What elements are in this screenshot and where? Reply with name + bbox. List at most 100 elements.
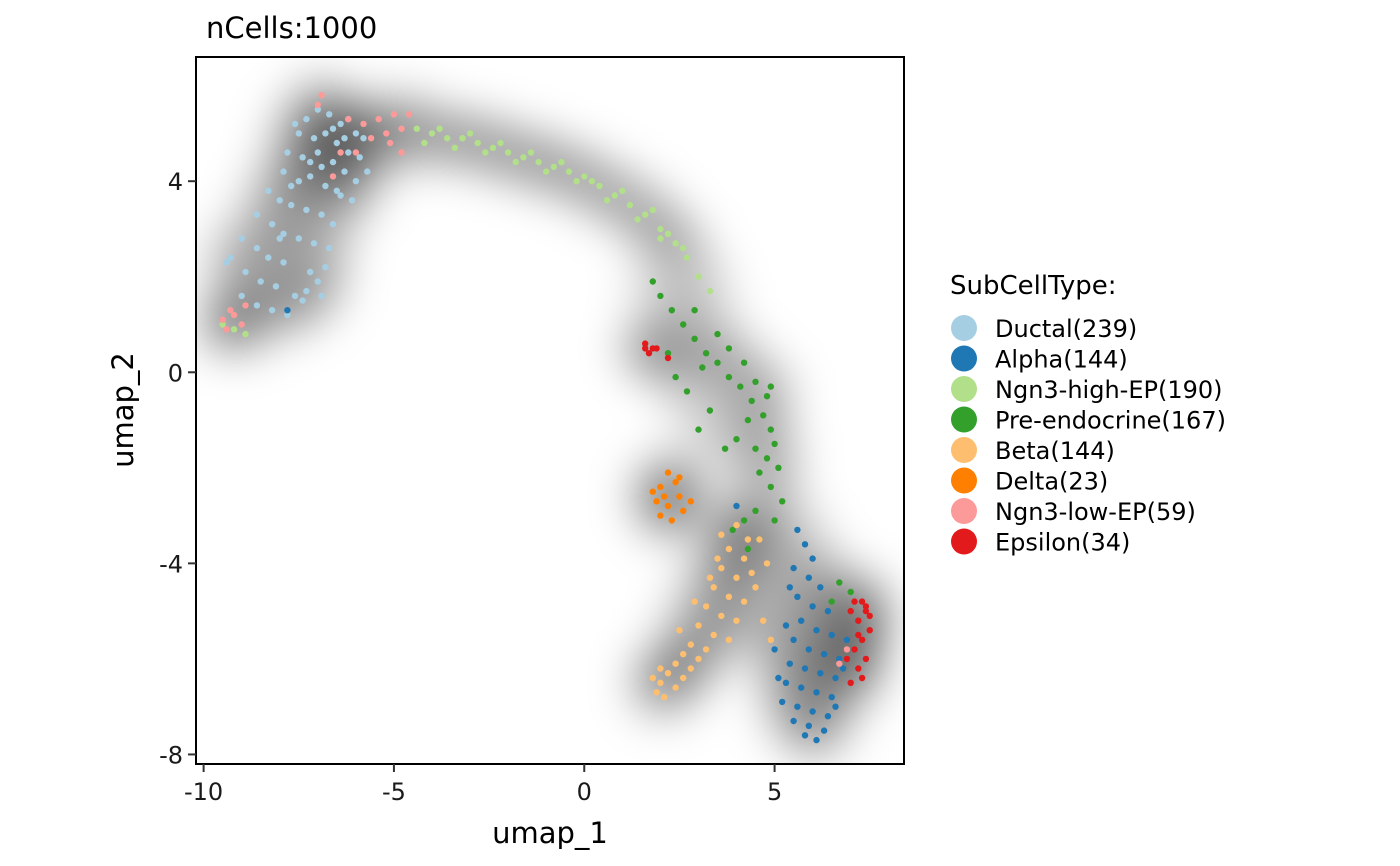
data-point <box>314 101 321 109</box>
x-tick-label: -10 <box>184 778 223 806</box>
legend-swatch <box>951 528 977 555</box>
data-point <box>299 154 306 161</box>
data-point <box>786 660 793 667</box>
data-point <box>345 149 352 156</box>
data-point <box>653 498 660 505</box>
data-point <box>280 259 287 266</box>
data-point <box>740 555 748 562</box>
data-point <box>657 235 664 242</box>
data-point <box>767 383 774 390</box>
data-point <box>733 436 740 443</box>
data-point <box>706 407 714 414</box>
data-point <box>790 564 797 572</box>
data-point <box>832 703 839 710</box>
data-point <box>642 345 649 352</box>
data-point <box>839 665 847 672</box>
data-point <box>386 139 394 147</box>
data-point <box>714 330 721 338</box>
data-point <box>310 240 318 247</box>
data-point <box>691 307 698 314</box>
data-point <box>756 469 763 476</box>
data-point <box>348 197 356 204</box>
data-point <box>798 684 805 691</box>
data-point <box>702 603 710 610</box>
data-point <box>322 264 329 271</box>
series-group <box>642 340 873 686</box>
data-point <box>855 631 862 639</box>
data-point <box>744 536 752 543</box>
data-point <box>828 693 835 701</box>
data-point <box>337 192 344 199</box>
data-point <box>367 135 375 142</box>
data-point <box>360 120 367 128</box>
data-point <box>657 665 664 672</box>
data-point <box>847 679 854 686</box>
data-point <box>794 703 801 710</box>
data-point <box>227 307 234 314</box>
data-point <box>790 636 797 643</box>
data-point <box>649 674 656 682</box>
data-point <box>295 130 302 137</box>
data-point <box>798 617 805 624</box>
data-point <box>737 383 744 390</box>
data-point <box>866 612 873 620</box>
series-group <box>284 307 851 744</box>
data-point <box>219 316 226 323</box>
data-point <box>817 670 824 677</box>
data-point <box>649 278 656 285</box>
data-point <box>329 221 337 228</box>
data-point <box>668 307 675 314</box>
data-point <box>466 130 474 137</box>
data-point <box>702 646 710 653</box>
data-point <box>337 149 344 156</box>
data-point <box>725 345 733 352</box>
data-point <box>820 650 828 658</box>
data-point <box>364 168 371 175</box>
data-point <box>280 230 287 237</box>
data-point <box>824 607 832 615</box>
data-point <box>680 507 687 514</box>
data-point <box>565 168 573 175</box>
data-point <box>695 273 702 280</box>
data-point <box>843 636 851 643</box>
data-point <box>832 674 839 682</box>
data-point <box>760 412 767 419</box>
data-point <box>676 493 683 500</box>
data-point <box>295 235 302 242</box>
y-tick-label: 0 <box>168 359 183 387</box>
data-point <box>824 713 832 720</box>
data-point <box>733 502 740 510</box>
data-point <box>794 526 801 534</box>
data-point <box>740 598 748 605</box>
data-point <box>356 154 363 161</box>
data-point <box>238 235 245 242</box>
data-point <box>318 92 325 99</box>
data-point <box>767 483 774 491</box>
data-point <box>284 149 291 156</box>
data-point <box>329 125 337 132</box>
data-point <box>649 206 656 214</box>
data-point <box>664 350 672 357</box>
data-point <box>775 464 782 471</box>
data-point <box>721 445 729 452</box>
data-point <box>813 689 820 696</box>
data-point <box>695 622 702 629</box>
data-point <box>683 254 691 261</box>
legend-swatch <box>951 315 977 341</box>
legend-swatch <box>951 498 977 524</box>
data-point <box>223 326 230 333</box>
data-point <box>725 373 733 381</box>
data-point <box>862 655 870 663</box>
data-point <box>314 106 321 113</box>
data-point <box>668 517 675 524</box>
data-point <box>782 622 790 629</box>
data-point <box>333 139 340 147</box>
data-point <box>619 187 626 194</box>
data-point <box>718 612 725 620</box>
data-point <box>489 144 497 151</box>
data-point <box>280 168 287 175</box>
data-point <box>238 321 245 328</box>
data-point <box>326 244 333 252</box>
data-point <box>813 736 820 744</box>
data-point <box>699 364 706 371</box>
